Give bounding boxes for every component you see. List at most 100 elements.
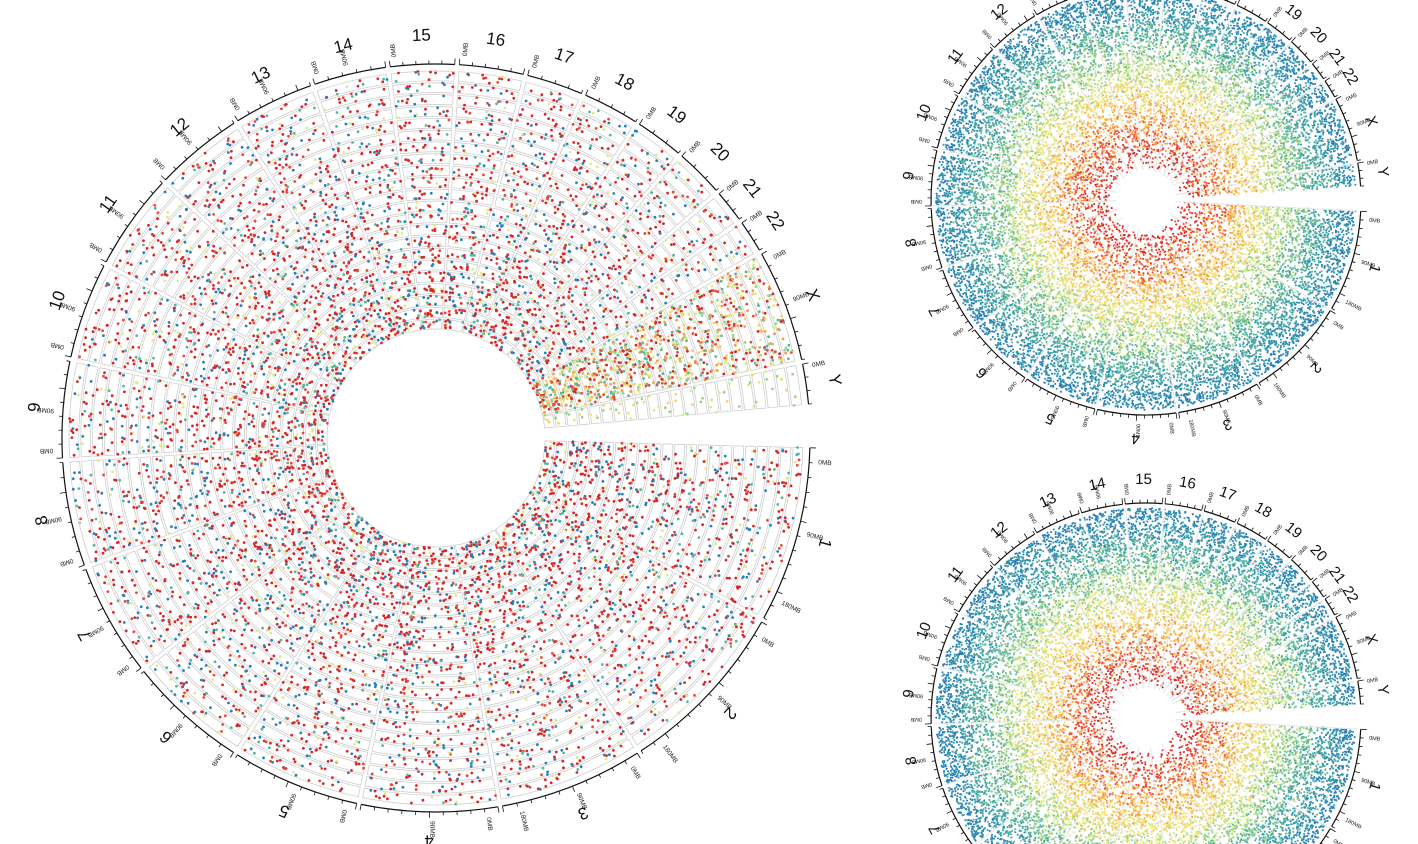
data-point bbox=[598, 639, 601, 642]
data-point bbox=[85, 391, 88, 394]
data-point bbox=[797, 473, 800, 476]
data-point bbox=[662, 599, 665, 602]
data-point bbox=[665, 520, 668, 523]
data-point bbox=[320, 543, 323, 546]
data-point bbox=[476, 685, 479, 688]
data-point bbox=[788, 494, 791, 497]
data-point bbox=[236, 650, 239, 653]
data-point bbox=[211, 525, 214, 528]
data-point bbox=[506, 705, 509, 708]
data-point bbox=[454, 786, 457, 789]
data-point bbox=[402, 602, 405, 605]
data-point bbox=[248, 496, 251, 499]
data-point bbox=[734, 459, 737, 462]
data-point bbox=[558, 773, 561, 776]
data-point bbox=[496, 546, 499, 549]
data-point bbox=[470, 544, 473, 547]
data-point bbox=[612, 749, 615, 752]
data-point bbox=[588, 513, 591, 516]
data-point bbox=[341, 493, 344, 496]
data-point bbox=[632, 479, 635, 482]
data-point bbox=[717, 493, 720, 496]
data-point bbox=[205, 460, 208, 463]
data-point bbox=[742, 630, 745, 633]
data-point bbox=[196, 424, 199, 427]
data-point bbox=[582, 524, 585, 527]
data-point bbox=[732, 542, 735, 545]
data-point bbox=[288, 687, 291, 690]
data-point bbox=[750, 508, 753, 511]
data-point bbox=[144, 559, 147, 562]
data-point bbox=[254, 698, 257, 701]
data-point bbox=[346, 725, 349, 728]
data-point bbox=[721, 647, 724, 650]
data-point bbox=[83, 401, 86, 404]
data-point bbox=[174, 481, 177, 484]
data-point bbox=[717, 454, 720, 457]
data-point bbox=[460, 712, 463, 715]
data-point bbox=[296, 707, 299, 710]
data-point bbox=[303, 576, 306, 579]
data-point bbox=[303, 724, 306, 727]
data-point bbox=[731, 516, 734, 519]
data-point bbox=[179, 577, 182, 580]
data-point bbox=[464, 587, 467, 590]
data-point bbox=[554, 458, 557, 461]
data-point bbox=[313, 625, 316, 628]
data-point bbox=[543, 541, 546, 544]
data-point bbox=[418, 646, 421, 649]
data-point bbox=[123, 621, 126, 624]
data-point bbox=[544, 629, 547, 632]
track-outline bbox=[405, 580, 462, 593]
data-point bbox=[147, 572, 150, 575]
data-point bbox=[560, 701, 563, 704]
data-point bbox=[170, 464, 173, 467]
data-point bbox=[445, 800, 448, 803]
data-point bbox=[519, 763, 522, 766]
data-point bbox=[288, 471, 291, 474]
data-point bbox=[175, 685, 178, 688]
data-point bbox=[277, 477, 280, 480]
data-point bbox=[666, 574, 669, 577]
data-point bbox=[244, 520, 247, 523]
data-point bbox=[164, 422, 167, 425]
data-point bbox=[709, 575, 712, 578]
data-point bbox=[634, 521, 637, 524]
data-point bbox=[691, 481, 694, 484]
data-point bbox=[708, 501, 711, 504]
data-point bbox=[76, 443, 79, 446]
data-point bbox=[122, 385, 125, 388]
data-point bbox=[336, 551, 339, 554]
data-point bbox=[299, 479, 302, 482]
data-point bbox=[331, 714, 334, 717]
data-point bbox=[756, 580, 759, 583]
data-point bbox=[170, 525, 173, 528]
data-point bbox=[298, 528, 301, 531]
data-point bbox=[249, 446, 252, 449]
data-point bbox=[713, 514, 716, 517]
data-point bbox=[254, 646, 257, 649]
data-point bbox=[482, 550, 485, 553]
data-point bbox=[227, 702, 230, 705]
data-point bbox=[595, 474, 598, 477]
data-point bbox=[269, 544, 272, 547]
data-point bbox=[392, 613, 395, 616]
data-point bbox=[520, 574, 523, 577]
data-point bbox=[428, 657, 431, 660]
data-point bbox=[402, 550, 405, 553]
data-point bbox=[549, 519, 552, 522]
data-point bbox=[439, 742, 442, 745]
data-point bbox=[153, 544, 156, 547]
data-point bbox=[619, 726, 622, 729]
data-point bbox=[303, 546, 306, 549]
data-point bbox=[155, 451, 158, 454]
data-point bbox=[217, 463, 220, 466]
data-point bbox=[270, 452, 273, 455]
data-point bbox=[462, 627, 465, 630]
data-point bbox=[628, 501, 631, 504]
data-point bbox=[456, 731, 459, 734]
data-point bbox=[562, 506, 565, 509]
data-point bbox=[289, 454, 292, 457]
data-point bbox=[284, 468, 287, 471]
data-point bbox=[135, 539, 138, 542]
